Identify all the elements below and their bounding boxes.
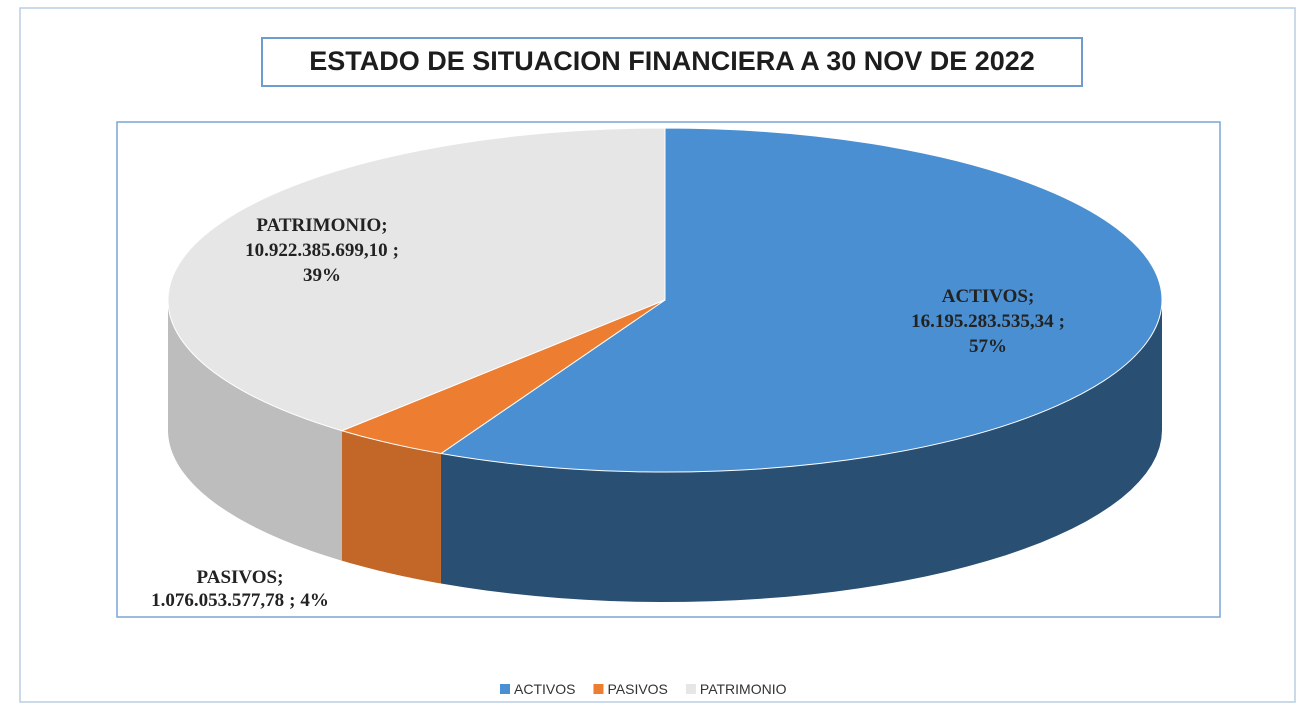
slice-side bbox=[440, 300, 1162, 602]
data-label-part: ; bbox=[1028, 286, 1034, 307]
data-label: PATRIMONIO; bbox=[256, 215, 387, 236]
data-label-part: PATRIMONIO bbox=[256, 215, 381, 236]
slice bbox=[439, 127, 1163, 473]
title-box bbox=[261, 37, 1083, 87]
legend-swatch bbox=[500, 684, 510, 694]
data-label-part: ; bbox=[277, 567, 283, 588]
data-label-part: ; bbox=[393, 240, 399, 261]
legend-swatch bbox=[685, 684, 696, 694]
data-label: PASIVOS; bbox=[197, 567, 284, 588]
data-label-part: 39% bbox=[303, 265, 341, 286]
slice bbox=[167, 127, 666, 432]
data-label-part: 57% bbox=[969, 336, 1007, 357]
outer-frame bbox=[19, 7, 1296, 703]
data-label-part: ACTIVOS bbox=[942, 286, 1028, 307]
legend-label: ACTIVOS bbox=[514, 681, 575, 697]
legend-label: PASIVOS bbox=[607, 681, 667, 697]
data-label-part: ; bbox=[289, 590, 295, 611]
data-label: 1.076.053.577,78; 4% bbox=[151, 590, 329, 611]
data-label: 39% bbox=[303, 265, 341, 286]
data-label-part: 16.195.283.535,34 bbox=[911, 311, 1054, 332]
slice-side bbox=[341, 430, 441, 584]
legend: ACTIVOS PASIVOS PATRIMONIO bbox=[500, 681, 787, 697]
legend-label: PATRIMONIO bbox=[700, 681, 787, 697]
data-label-part: PASIVOS bbox=[197, 567, 278, 588]
legend-swatch bbox=[593, 684, 604, 694]
data-label: 10.922.385.699,10; bbox=[245, 240, 399, 261]
plot-frame bbox=[116, 121, 1221, 618]
data-label-part: ; bbox=[381, 215, 387, 236]
data-label: ACTIVOS; bbox=[942, 286, 1035, 307]
pie bbox=[167, 127, 1163, 602]
labels: ACTIVOS;16.195.283.535,34 ;57%PATRIMONIO;… bbox=[151, 215, 1065, 611]
data-label-part: 1.076.053.577,78 bbox=[151, 590, 284, 611]
chart-title: ESTADO DE SITUACION FINANCIERA A 30 NOV … bbox=[309, 46, 1035, 76]
data-label: 16.195.283.535,34; bbox=[911, 311, 1065, 332]
slice-side bbox=[168, 300, 342, 561]
data-label-part: 10.922.385.699,10 bbox=[245, 240, 388, 261]
data-label-part: 4% bbox=[300, 590, 329, 611]
data-label-part: ; bbox=[1059, 311, 1065, 332]
data-label: 57% bbox=[969, 336, 1007, 357]
